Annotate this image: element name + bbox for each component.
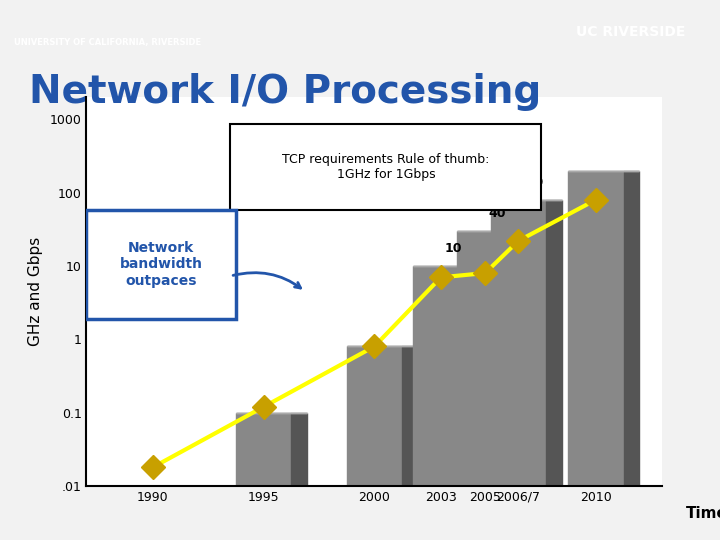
Polygon shape (402, 347, 418, 486)
Bar (347, 347, 402, 486)
Bar (413, 266, 469, 486)
Bar (491, 200, 546, 486)
Y-axis label: GHz and Gbps: GHz and Gbps (27, 237, 42, 346)
FancyBboxPatch shape (86, 210, 236, 319)
Text: Time: Time (685, 506, 720, 521)
Polygon shape (546, 200, 562, 486)
FancyBboxPatch shape (230, 124, 541, 210)
Text: TCP requirements Rule of thumb:
1GHz for 1Gbps: TCP requirements Rule of thumb: 1GHz for… (282, 153, 490, 181)
Text: UNIVERSITY OF CALIFORNIA, RIVERSIDE: UNIVERSITY OF CALIFORNIA, RIVERSIDE (14, 38, 202, 46)
Text: 40: 40 (489, 207, 506, 220)
Bar (568, 171, 624, 486)
Text: 100: 100 (518, 176, 544, 189)
Polygon shape (624, 171, 639, 486)
Polygon shape (292, 413, 307, 486)
Bar (236, 413, 292, 486)
Text: Network
bandwidth
outpaces: Network bandwidth outpaces (120, 241, 203, 288)
Bar (457, 231, 513, 486)
Text: Network I/O Processing: Network I/O Processing (29, 73, 541, 111)
Polygon shape (513, 231, 528, 486)
Polygon shape (469, 266, 484, 486)
Text: 10: 10 (444, 242, 462, 255)
Text: UC RIVERSIDE: UC RIVERSIDE (576, 25, 685, 39)
